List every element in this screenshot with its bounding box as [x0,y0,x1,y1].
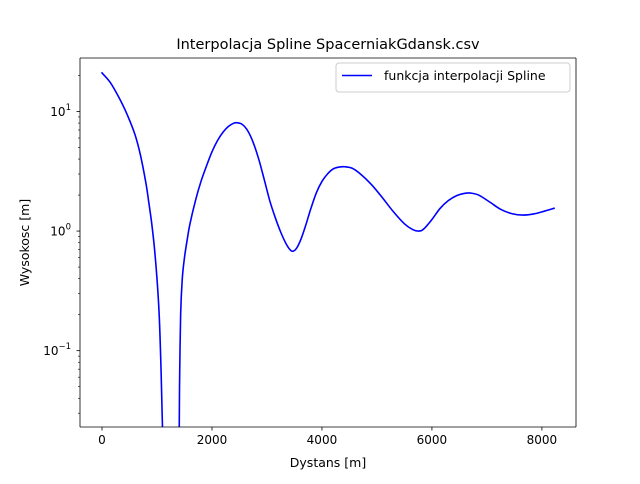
x-tick-label: 8000 [527,433,558,447]
legend: funkcja interpolacji Spline [335,62,571,93]
chart-title: Interpolacja Spline SpacerniakGdansk.csv [176,37,480,53]
legend-box [335,62,571,93]
series-line-segment [100,71,164,427]
x-axis-ticks: 0 2000 4000 6000 8000 [98,427,557,447]
x-axis-label: Dystans [m] [290,455,366,470]
series-line-segment [178,121,555,427]
y-tick-label: 101 [50,103,71,119]
x-tick-label: 4000 [307,433,338,447]
y-tick-label: 10−1 [43,342,71,358]
x-tick-label: 6000 [417,433,448,447]
series-layer [100,71,555,427]
y-axis-label: Wysokosc [m] [17,199,32,286]
plot-area [80,58,576,427]
y-axis-ticks: 10−1 100 101 [43,75,80,414]
axes-frame [79,57,577,428]
x-tick-label: 2000 [197,433,228,447]
legend-label: funkcja interpolacji Spline [384,68,546,83]
x-tick-label: 0 [98,433,106,447]
y-tick-label: 100 [50,223,71,239]
